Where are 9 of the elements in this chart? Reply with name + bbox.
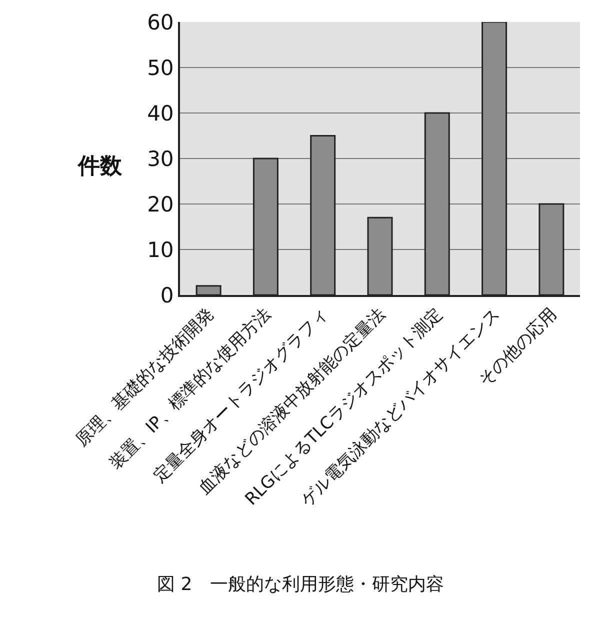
y-tick-label: 40 <box>147 101 174 126</box>
y-tick-label: 20 <box>147 192 174 216</box>
caption: 図 2 一般的な利用形態・研究内容 <box>157 574 444 595</box>
y-tick-label: 50 <box>147 56 174 80</box>
y-tick-label: 60 <box>147 10 174 34</box>
y-tick-label: 30 <box>147 146 174 171</box>
y-tick-label: 10 <box>147 238 174 262</box>
y-axis-title: 件数 <box>77 154 123 179</box>
y-tick-label: 0 <box>160 283 174 308</box>
